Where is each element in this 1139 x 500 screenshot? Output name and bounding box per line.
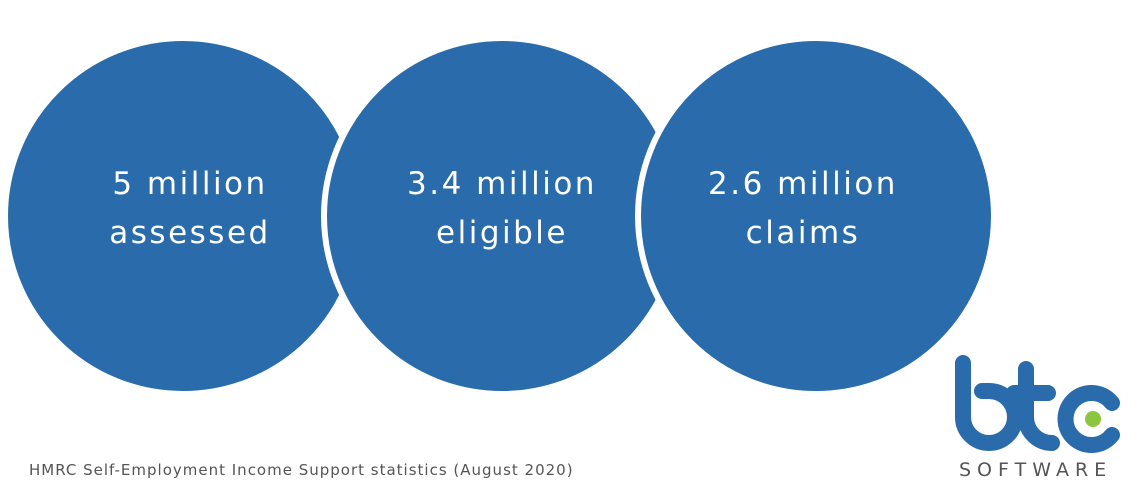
stat-circle-claims: 2.6 million claims (635, 35, 997, 397)
logo-c-shape (1057, 385, 1120, 453)
stat-label: assessed (109, 214, 271, 251)
logo-subtitle: SOFTWARE (959, 459, 1113, 481)
source-caption: HMRC Self-Employment Income Support stat… (29, 461, 574, 479)
stat-label: eligible (436, 214, 568, 251)
stat-text: 2.6 million claims (708, 160, 898, 258)
stat-text: 5 million assessed (109, 160, 270, 258)
logo-t-shape (1006, 361, 1060, 451)
logo-b-shape (955, 355, 1023, 451)
stat-circle-eligible: 3.4 million eligible (321, 35, 683, 397)
stat-circle-assessed: 5 million assessed (2, 35, 364, 397)
btc-logo-mark-icon (955, 355, 1120, 453)
stat-label: claims (745, 214, 861, 251)
stat-value: 3.4 million (407, 165, 597, 202)
stat-text: 3.4 million eligible (407, 160, 597, 258)
stat-value: 2.6 million (708, 165, 898, 202)
btc-software-logo: SOFTWARE (952, 355, 1122, 485)
stat-value: 5 million (112, 165, 268, 202)
logo-dot (1085, 411, 1101, 427)
